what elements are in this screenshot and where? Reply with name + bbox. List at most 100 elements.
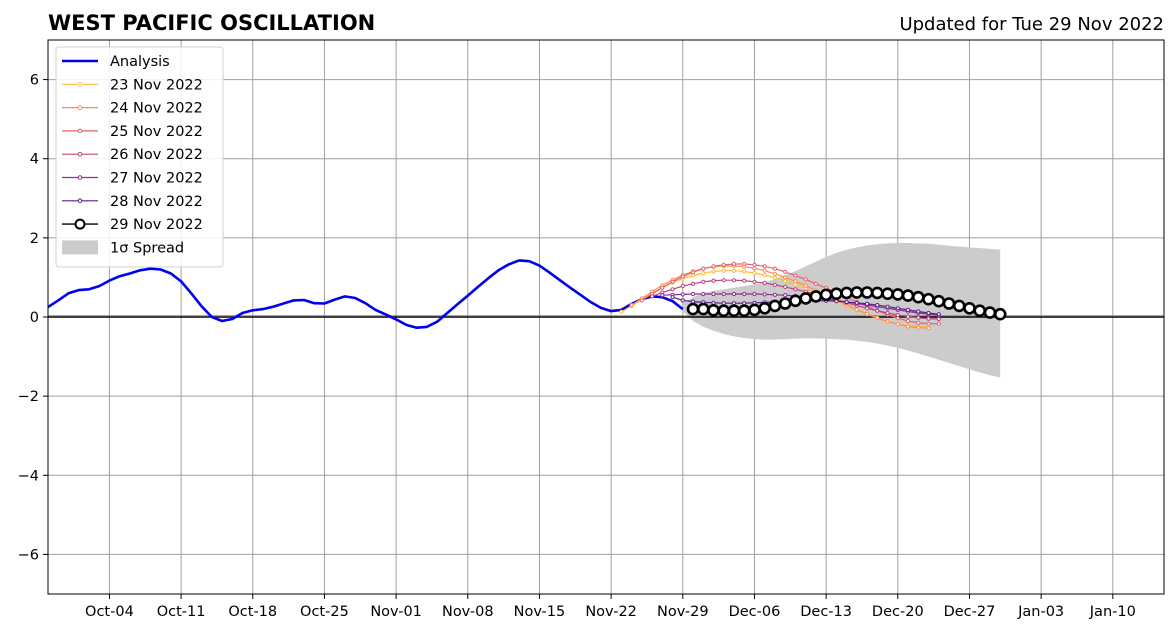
data-point	[905, 318, 911, 324]
data-point	[783, 275, 788, 280]
spread-polygon	[682, 243, 1001, 378]
data-point	[926, 326, 931, 331]
legend-label: 28 Nov 2022	[110, 194, 203, 210]
data-point	[783, 293, 788, 298]
legend-marker	[77, 128, 83, 134]
data-point	[670, 295, 675, 300]
legend-marker	[74, 218, 86, 230]
data-point	[772, 275, 778, 280]
data-point	[793, 287, 798, 292]
data-point	[701, 279, 706, 284]
data-point	[721, 268, 726, 273]
data-point	[762, 268, 767, 273]
data-point	[875, 315, 880, 320]
data-point	[731, 291, 737, 297]
series-line-analysis	[47, 259, 684, 330]
data-point	[696, 302, 710, 316]
data-point	[707, 303, 720, 317]
x-tick-label: Nov-15	[514, 604, 566, 620]
data-point	[895, 322, 900, 327]
data-point	[860, 286, 874, 299]
forecast-29-nov-2022	[686, 286, 1007, 321]
legend: Analysis 23 Nov 2022 24 Nov 2022 25 Nov 202…	[55, 46, 224, 268]
data-point	[783, 278, 788, 284]
data-point	[870, 286, 884, 300]
data-point	[742, 278, 747, 283]
data-point	[690, 291, 696, 297]
data-point	[680, 274, 685, 279]
x-tick-label: Nov-01	[370, 604, 422, 620]
data-point	[865, 311, 870, 316]
legend-label: 26 Nov 2022	[110, 147, 203, 163]
data-point	[711, 278, 716, 283]
data-point	[789, 294, 802, 308]
data-point	[875, 308, 880, 313]
data-point	[952, 299, 966, 313]
data-point	[916, 325, 921, 330]
data-point	[926, 316, 931, 321]
data-point	[834, 299, 839, 304]
data-point	[742, 261, 747, 267]
legend-label: 27 Nov 2022	[110, 171, 203, 187]
data-point	[803, 277, 808, 282]
x-tick-label: Nov-22	[585, 604, 637, 620]
data-point	[701, 291, 706, 297]
chart-title: WEST PACIFIC OSCILLATION	[48, 11, 375, 35]
data-point	[830, 287, 843, 301]
data-point	[926, 321, 931, 326]
data-point	[660, 293, 665, 298]
y-tick-label: −4	[18, 468, 39, 484]
legend-label-spread: 1σ Spread	[110, 240, 184, 256]
data-point	[916, 315, 921, 320]
data-point	[865, 301, 870, 306]
data-point	[993, 307, 1007, 321]
data-point	[783, 269, 788, 274]
data-point	[721, 262, 726, 267]
data-point	[932, 294, 946, 308]
y-tick-label: 4	[30, 152, 39, 168]
data-point	[772, 271, 778, 276]
data-point	[742, 269, 747, 274]
data-point	[711, 300, 716, 305]
data-point	[731, 268, 737, 273]
data-point	[885, 310, 890, 316]
spread-band	[682, 243, 1001, 378]
data-point	[670, 287, 675, 292]
data-point	[895, 306, 900, 311]
x-axis-ticks: Oct-04 Oct-11 Oct-18 Oct-25 Nov-01 Nov-08 Nov-…	[85, 594, 1136, 620]
x-tick-label: Dec-27	[944, 604, 996, 620]
data-point	[768, 299, 782, 313]
data-point	[701, 271, 706, 276]
data-point	[748, 303, 761, 317]
data-point	[799, 292, 813, 305]
x-tick-label: Dec-13	[800, 604, 852, 620]
data-point	[660, 285, 665, 290]
legend-box	[55, 46, 224, 268]
data-point	[809, 290, 823, 303]
data-point	[844, 299, 849, 305]
data-point	[731, 261, 737, 267]
legend-label: 25 Nov 2022	[110, 124, 203, 140]
legend-marker	[77, 151, 83, 157]
data-point	[737, 304, 751, 318]
data-point	[803, 283, 808, 288]
data-point	[885, 319, 890, 324]
data-point	[772, 266, 778, 271]
data-point	[731, 278, 737, 283]
data-point	[711, 264, 716, 269]
data-point	[762, 280, 767, 286]
data-point	[891, 288, 905, 301]
data-point	[762, 273, 767, 278]
data-point	[680, 298, 685, 303]
legend-label: 29 Nov 2022	[110, 217, 203, 233]
data-point	[742, 301, 747, 306]
x-tick-label: Nov-29	[657, 604, 709, 620]
data-point	[752, 291, 757, 297]
data-point	[783, 284, 788, 289]
y-tick-label: 2	[30, 231, 39, 247]
x-tick-label: Oct-04	[85, 604, 134, 620]
data-point	[936, 316, 941, 322]
data-point	[778, 297, 792, 310]
data-point	[916, 309, 921, 314]
data-point	[936, 321, 941, 326]
